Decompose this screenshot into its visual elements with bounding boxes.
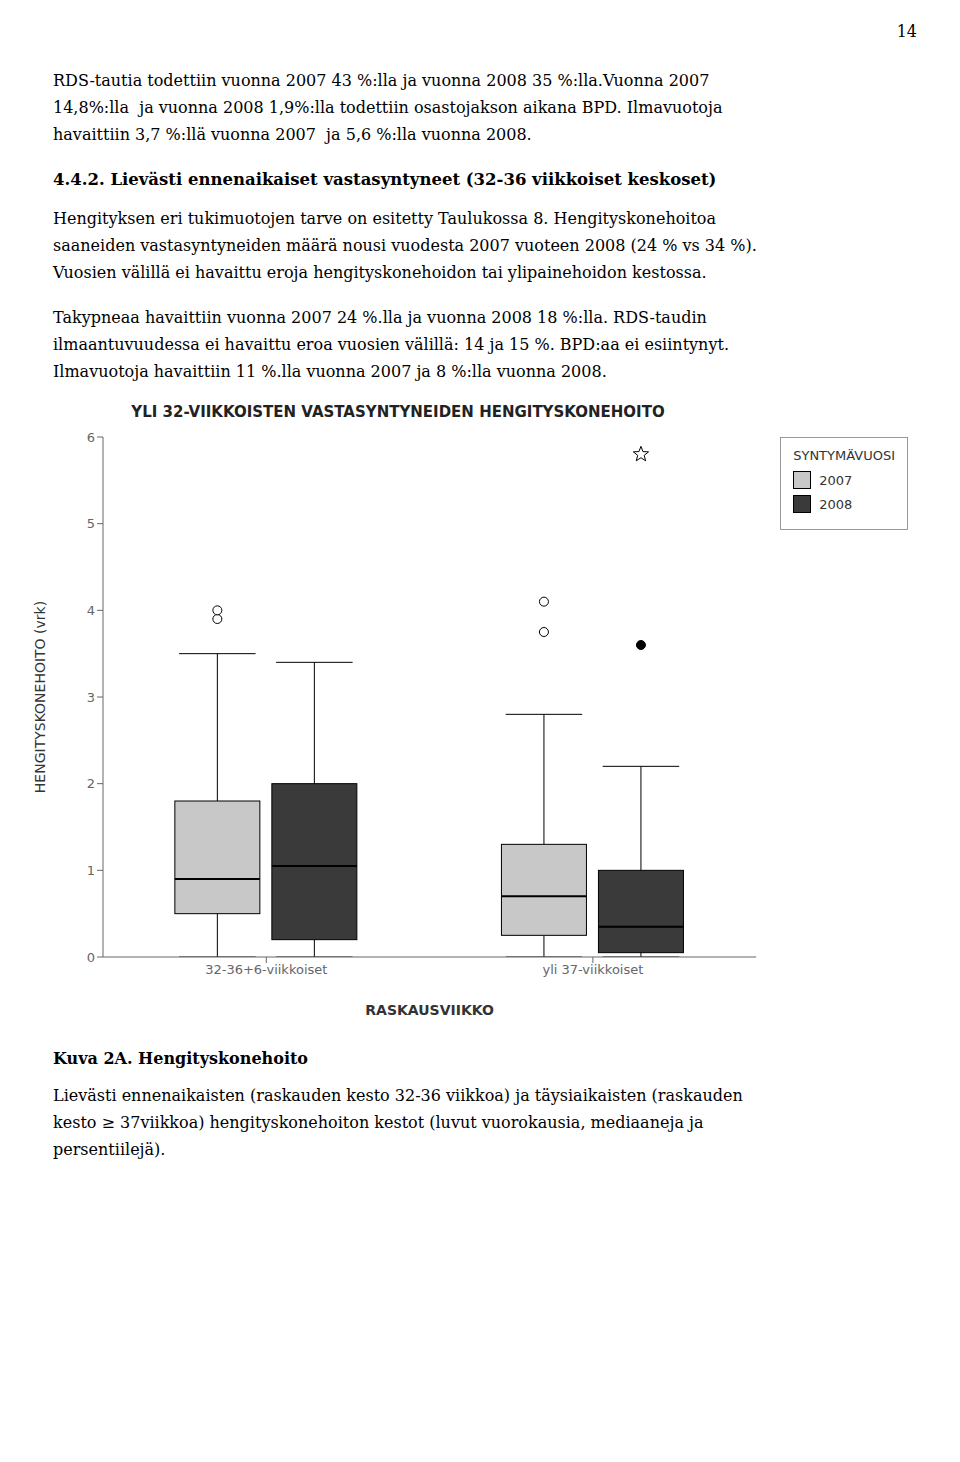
html-text:Lievästi ennenaikaisten (raska: Lievästi ennenaikaisten (raskauden kesto… bbox=[53, 1086, 743, 1105]
svg-text:yli 37-viikkoiset: yli 37-viikkoiset bbox=[542, 962, 643, 977]
svg-text:6: 6 bbox=[87, 430, 95, 445]
html-text:ilmaantuvuudessa ei havaittu e: ilmaantuvuudessa ei havaittu eroa vuosie… bbox=[53, 335, 729, 354]
svg-text:32-36+6-viikkoiset: 32-36+6-viikkoiset bbox=[205, 962, 327, 977]
svg-text:3: 3 bbox=[87, 690, 95, 705]
html-text:Takypneaa havaittiin vuonna 20: Takypneaa havaittiin vuonna 2007 24 %.ll… bbox=[53, 308, 707, 327]
svg-text:HENGITYSKONEHOITO (vrk): HENGITYSKONEHOITO (vrk) bbox=[32, 601, 48, 793]
svg-text:4: 4 bbox=[87, 603, 95, 618]
html-text:14,8%:lla ja vuonna 2008 1,9%:: 14,8%:lla ja vuonna 2008 1,9%:lla todett… bbox=[53, 98, 723, 117]
html-text:RDS-tautia todettiin vuonna 20: RDS-tautia todettiin vuonna 2007 43 %:ll… bbox=[53, 71, 710, 90]
html-text:2008: 2008 bbox=[819, 496, 853, 512]
html-text:14: 14 bbox=[896, 22, 917, 41]
svg-text:RASKAUSVIIKKO: RASKAUSVIIKKO bbox=[365, 1002, 494, 1018]
html-text:persentiilejä).: persentiilejä). bbox=[53, 1140, 166, 1159]
html-text:SYNTYMÄVUOSI: SYNTYMÄVUOSI bbox=[793, 448, 895, 463]
html-text:4.4.2. Lievästi ennenaikaiset: 4.4.2. Lievästi ennenaikaiset vastasynty… bbox=[53, 170, 717, 189]
html-text:Kuva 2A. Hengityskonehoito: Kuva 2A. Hengityskonehoito bbox=[53, 1049, 308, 1068]
svg-text:1: 1 bbox=[87, 863, 95, 878]
svg-text:2: 2 bbox=[87, 776, 95, 791]
html-text:YLI 32-VIIKKOISTEN VASTASYNTYN: YLI 32-VIIKKOISTEN VASTASYNTYNEIDEN HENG… bbox=[131, 403, 665, 421]
html-text:2007: 2007 bbox=[819, 472, 853, 488]
svg-text:5: 5 bbox=[87, 516, 95, 531]
html-text:kesto ≥ 37viikkoa) hengityskon: kesto ≥ 37viikkoa) hengityskonehoiton ke… bbox=[53, 1113, 704, 1132]
svg-text:0: 0 bbox=[87, 950, 95, 965]
html-text:saaneiden vastasyntyneiden mää: saaneiden vastasyntyneiden määrä nousi v… bbox=[53, 236, 757, 255]
html-text:Ilmavuotoja havaittiin 11 %.ll: Ilmavuotoja havaittiin 11 %.lla vuonna 2… bbox=[53, 362, 607, 381]
html-text:Hengityksen eri tukimuotojen t: Hengityksen eri tukimuotojen tarve on es… bbox=[53, 209, 716, 228]
html-text:havaittiin 3,7 %:llä vuonna 20: havaittiin 3,7 %:llä vuonna 2007 ja 5,6 … bbox=[53, 125, 532, 144]
html-text:Vuosien välillä ei havaittu er: Vuosien välillä ei havaittu eroja hengit… bbox=[53, 263, 707, 282]
